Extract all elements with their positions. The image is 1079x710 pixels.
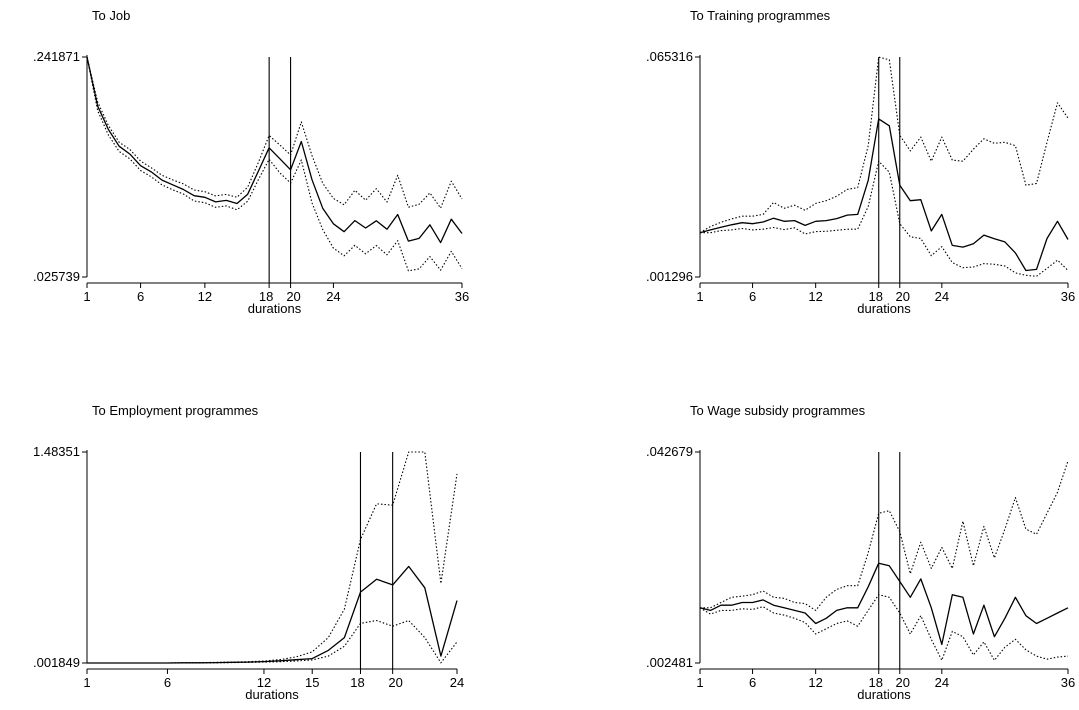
x-axis-label: durations	[857, 301, 911, 316]
x-tick-label: 18	[350, 675, 364, 690]
chart-title: To Training programmes	[690, 8, 831, 23]
chart-panel-2: To Training programmes .001296 .065316 1 6 12…	[646, 8, 1075, 316]
chart-title: To Employment programmes	[92, 403, 259, 418]
lower-bound-line	[700, 160, 1069, 277]
estimate-line	[699, 118, 1069, 272]
x-tick-label: 15	[305, 675, 319, 690]
x-tick-label: 18	[869, 675, 883, 690]
estimate-line	[86, 56, 463, 244]
x-tick-label: 6	[164, 675, 171, 690]
x-tick-label: 18	[259, 289, 273, 304]
chart-panel-3: To Employment programmes .001849 1.48351 1 6…	[33, 403, 464, 702]
chart-panel-1: To Job .025739 .241871 1 6 12 18 20 24 36 duration…	[33, 8, 469, 316]
x-tick-label: 6	[749, 289, 756, 304]
x-tick-label: 6	[749, 675, 756, 690]
x-tick-label: 36	[455, 289, 469, 304]
x-tick-label: 20	[896, 289, 910, 304]
upper-bound-line	[87, 451, 458, 664]
chart-title: To Wage subsidy programmes	[690, 403, 866, 418]
lower-bound-line	[86, 56, 463, 272]
y-tick-label: .241871	[33, 49, 80, 64]
chart-panel-4: To Wage subsidy programmes .002481 .042679…	[646, 403, 1075, 702]
x-tick-label: 6	[137, 289, 144, 304]
x-tick-label: 1	[696, 289, 703, 304]
lower-bound-line	[699, 594, 1069, 661]
x-tick-label: 36	[1061, 675, 1075, 690]
y-tick-label: .001849	[33, 655, 80, 670]
x-tick-label: 24	[450, 675, 464, 690]
x-tick-label: 24	[935, 289, 949, 304]
x-tick-label: 12	[198, 289, 212, 304]
upper-bound-line	[86, 56, 463, 209]
y-tick-label: 1.48351	[33, 444, 80, 459]
y-tick-label: .042679	[646, 444, 693, 459]
x-tick-label: 36	[1061, 289, 1075, 304]
x-tick-label: 1	[696, 675, 703, 690]
x-tick-label: 1	[83, 675, 90, 690]
y-tick-label: .001296	[646, 269, 693, 284]
y-tick-label: .002481	[646, 655, 693, 670]
x-axis-label: durations	[857, 687, 911, 702]
y-tick-label: .065316	[646, 49, 693, 64]
x-tick-label: 24	[326, 289, 340, 304]
y-tick-label: .025739	[33, 269, 80, 284]
upper-bound-line	[700, 460, 1069, 611]
estimate-line	[699, 562, 1069, 646]
x-tick-label: 18	[869, 289, 883, 304]
x-tick-label: 20	[896, 675, 910, 690]
x-tick-label: 1	[83, 289, 90, 304]
x-tick-label: 20	[388, 675, 402, 690]
lower-bound-line	[87, 619, 458, 664]
x-axis-label: durations	[248, 301, 302, 316]
x-tick-label: 24	[935, 675, 949, 690]
x-tick-label: 12	[808, 289, 822, 304]
x-tick-label: 12	[257, 675, 271, 690]
x-tick-label: 20	[286, 289, 300, 304]
upper-bound-line	[699, 56, 1069, 234]
x-axis-label: durations	[245, 687, 299, 702]
chart-title: To Job	[92, 8, 130, 23]
x-tick-label: 12	[808, 675, 822, 690]
estimate-line	[87, 565, 458, 664]
